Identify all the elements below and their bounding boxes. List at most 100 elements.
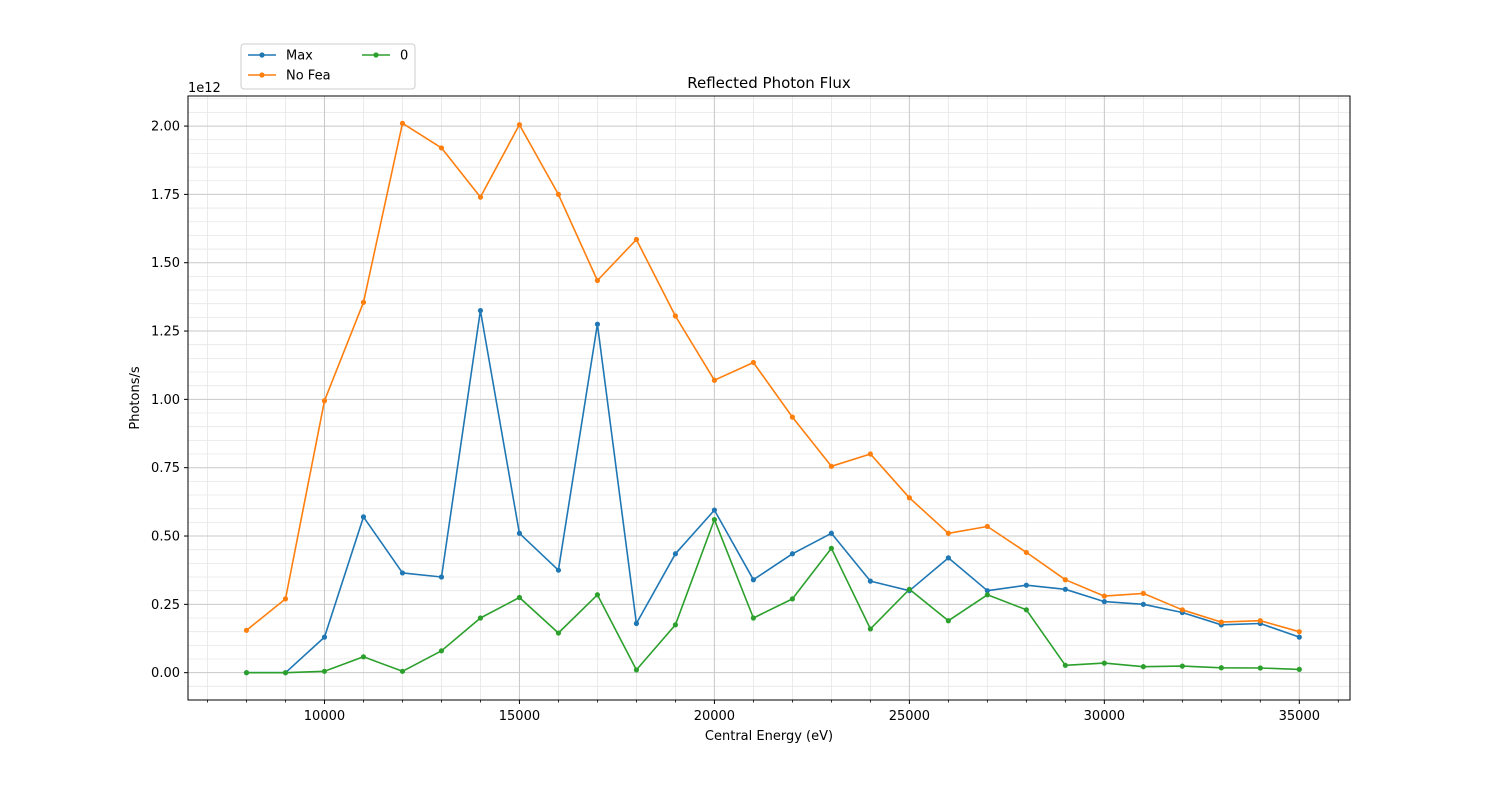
legend-label: 0 — [400, 49, 408, 64]
data-point — [1023, 549, 1029, 556]
data-point — [477, 307, 484, 314]
data-point — [438, 574, 445, 580]
data-point — [360, 654, 367, 660]
data-point — [321, 634, 328, 640]
data-point — [633, 667, 640, 673]
grid — [188, 96, 1350, 700]
data-point — [1218, 665, 1224, 671]
data-point — [828, 545, 834, 551]
data-point — [789, 551, 795, 557]
data-point — [1062, 577, 1068, 583]
y-axis-label: Photons/s — [128, 366, 143, 429]
data-point — [711, 377, 718, 383]
chart-title: Reflected Photon Flux — [687, 74, 851, 92]
data-point — [945, 555, 951, 561]
data-point — [867, 451, 873, 457]
data-point — [750, 615, 757, 621]
series-2 — [243, 517, 1302, 676]
data-point — [321, 668, 328, 674]
data-point — [243, 670, 250, 676]
data-point — [984, 592, 990, 598]
series-line — [245, 122, 1300, 633]
axes: 10000 15000 20000 25000 30000 35000 0.00 0.25 0.… — [151, 120, 1339, 724]
data-point — [594, 321, 601, 327]
data-point — [750, 359, 757, 366]
series-0 — [243, 307, 1302, 676]
y-offset-label: 1e12 — [188, 81, 221, 96]
y-tick-label: 1.25 — [151, 325, 180, 340]
data-point — [906, 586, 912, 592]
x-tick-label: 10000 — [304, 709, 345, 724]
data-point — [282, 670, 289, 676]
data-point — [1062, 586, 1068, 592]
data-point — [789, 596, 795, 602]
data-point — [243, 627, 250, 633]
data-point — [1023, 607, 1029, 613]
data-point — [516, 594, 523, 601]
data-point — [360, 514, 367, 520]
data-point — [399, 570, 406, 576]
data-point — [633, 620, 640, 627]
data-point — [945, 530, 951, 536]
legend: Max No Fea 0 — [240, 43, 416, 90]
data-point — [672, 622, 679, 628]
y-tick-label: 0.00 — [151, 666, 180, 681]
data-point — [1140, 590, 1146, 597]
data-point — [1257, 665, 1263, 671]
data-point — [867, 626, 873, 632]
y-tick-label: 2.00 — [151, 120, 180, 135]
data-point — [984, 523, 990, 530]
data-point — [867, 578, 873, 584]
y-tick-label: 1.50 — [151, 256, 180, 271]
legend-label: No Fea — [286, 69, 331, 84]
data-point — [672, 551, 679, 557]
data-point — [711, 517, 718, 523]
data-point — [1296, 666, 1302, 672]
data-point — [555, 630, 562, 636]
data-point — [984, 588, 990, 594]
data-point — [1296, 634, 1302, 640]
legend-label: Max — [286, 49, 313, 64]
data-point — [555, 191, 562, 197]
data-point — [828, 530, 834, 536]
data-point — [1179, 607, 1185, 613]
data-point — [399, 668, 406, 674]
x-tick-label: 35000 — [1279, 709, 1320, 724]
x-tick-label: 30000 — [1084, 709, 1125, 724]
data-point — [477, 615, 484, 621]
data-point — [1062, 662, 1068, 668]
series-1 — [243, 120, 1302, 635]
data-point — [438, 648, 445, 654]
data-point — [438, 145, 445, 151]
data-point — [1101, 660, 1107, 666]
data-point — [828, 463, 834, 469]
y-tick-label: 1.75 — [151, 188, 180, 203]
plot-area-frame — [187, 95, 1351, 701]
series-line — [246, 309, 1300, 674]
x-tick-label: 15000 — [499, 709, 540, 724]
data-point — [789, 414, 795, 420]
series-group — [243, 120, 1302, 676]
data-point — [399, 120, 406, 126]
data-point — [1101, 593, 1107, 599]
data-point — [360, 299, 367, 305]
legend-marker — [259, 52, 265, 58]
data-point — [711, 507, 718, 513]
y-tick-label: 1.00 — [151, 393, 180, 408]
data-point — [1257, 618, 1263, 624]
series-line — [246, 518, 1300, 674]
data-point — [1023, 582, 1029, 588]
data-point — [321, 398, 328, 404]
data-point — [672, 313, 679, 319]
legend-marker — [373, 52, 379, 58]
data-point — [1101, 599, 1107, 605]
data-point — [594, 277, 601, 284]
data-point — [1218, 619, 1224, 625]
y-tick-label: 0.50 — [151, 530, 180, 545]
data-point — [750, 577, 757, 583]
data-point — [945, 618, 951, 624]
data-point — [633, 236, 640, 243]
data-point — [594, 592, 601, 598]
x-axis-label: Central Energy (eV) — [705, 729, 833, 744]
